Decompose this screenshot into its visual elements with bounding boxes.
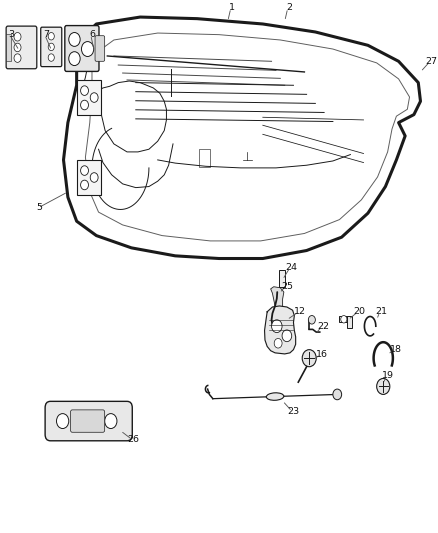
Text: 24: 24 (285, 263, 297, 272)
Circle shape (282, 330, 292, 342)
Text: 22: 22 (317, 322, 329, 330)
Circle shape (69, 33, 80, 46)
FancyBboxPatch shape (41, 27, 62, 67)
Circle shape (14, 33, 21, 41)
FancyBboxPatch shape (71, 410, 105, 432)
Bar (77, 160, 101, 195)
Circle shape (377, 378, 390, 394)
Circle shape (333, 389, 342, 400)
Text: 3: 3 (8, 30, 14, 39)
Circle shape (272, 320, 282, 333)
FancyBboxPatch shape (95, 36, 105, 61)
Text: 26: 26 (127, 435, 140, 444)
Circle shape (57, 414, 69, 429)
Circle shape (69, 52, 80, 66)
Polygon shape (265, 306, 296, 354)
Text: 12: 12 (294, 308, 306, 316)
Bar (6, 34, 11, 61)
Text: 5: 5 (36, 204, 42, 212)
Circle shape (90, 173, 98, 182)
Text: 6: 6 (89, 30, 95, 39)
Text: 2: 2 (286, 4, 292, 12)
Text: 19: 19 (381, 372, 394, 380)
Circle shape (308, 316, 315, 324)
Text: 16: 16 (316, 350, 328, 359)
Circle shape (274, 338, 282, 348)
Circle shape (81, 180, 88, 190)
Ellipse shape (266, 393, 284, 400)
Circle shape (48, 33, 54, 40)
Circle shape (81, 86, 88, 95)
Bar (279, 270, 285, 287)
Bar (77, 80, 101, 115)
FancyBboxPatch shape (65, 26, 99, 71)
FancyBboxPatch shape (6, 26, 37, 69)
Circle shape (90, 93, 98, 102)
Circle shape (105, 414, 117, 429)
Text: 23: 23 (287, 407, 300, 416)
Circle shape (81, 42, 94, 56)
FancyBboxPatch shape (45, 401, 132, 441)
Polygon shape (271, 287, 284, 306)
Circle shape (48, 43, 54, 51)
Circle shape (81, 100, 88, 110)
Text: 7: 7 (43, 30, 49, 39)
Text: 1: 1 (229, 4, 235, 12)
Text: 20: 20 (353, 308, 365, 316)
Text: 27: 27 (425, 57, 438, 66)
Bar (199, 149, 210, 167)
Text: 21: 21 (375, 308, 387, 316)
Text: 25: 25 (281, 282, 293, 290)
Bar (339, 316, 352, 322)
Circle shape (48, 54, 54, 61)
Circle shape (14, 43, 21, 52)
Circle shape (14, 54, 21, 62)
Bar (347, 316, 352, 328)
Circle shape (81, 166, 88, 175)
Text: 18: 18 (390, 345, 403, 353)
Circle shape (341, 316, 347, 323)
Circle shape (302, 350, 316, 367)
